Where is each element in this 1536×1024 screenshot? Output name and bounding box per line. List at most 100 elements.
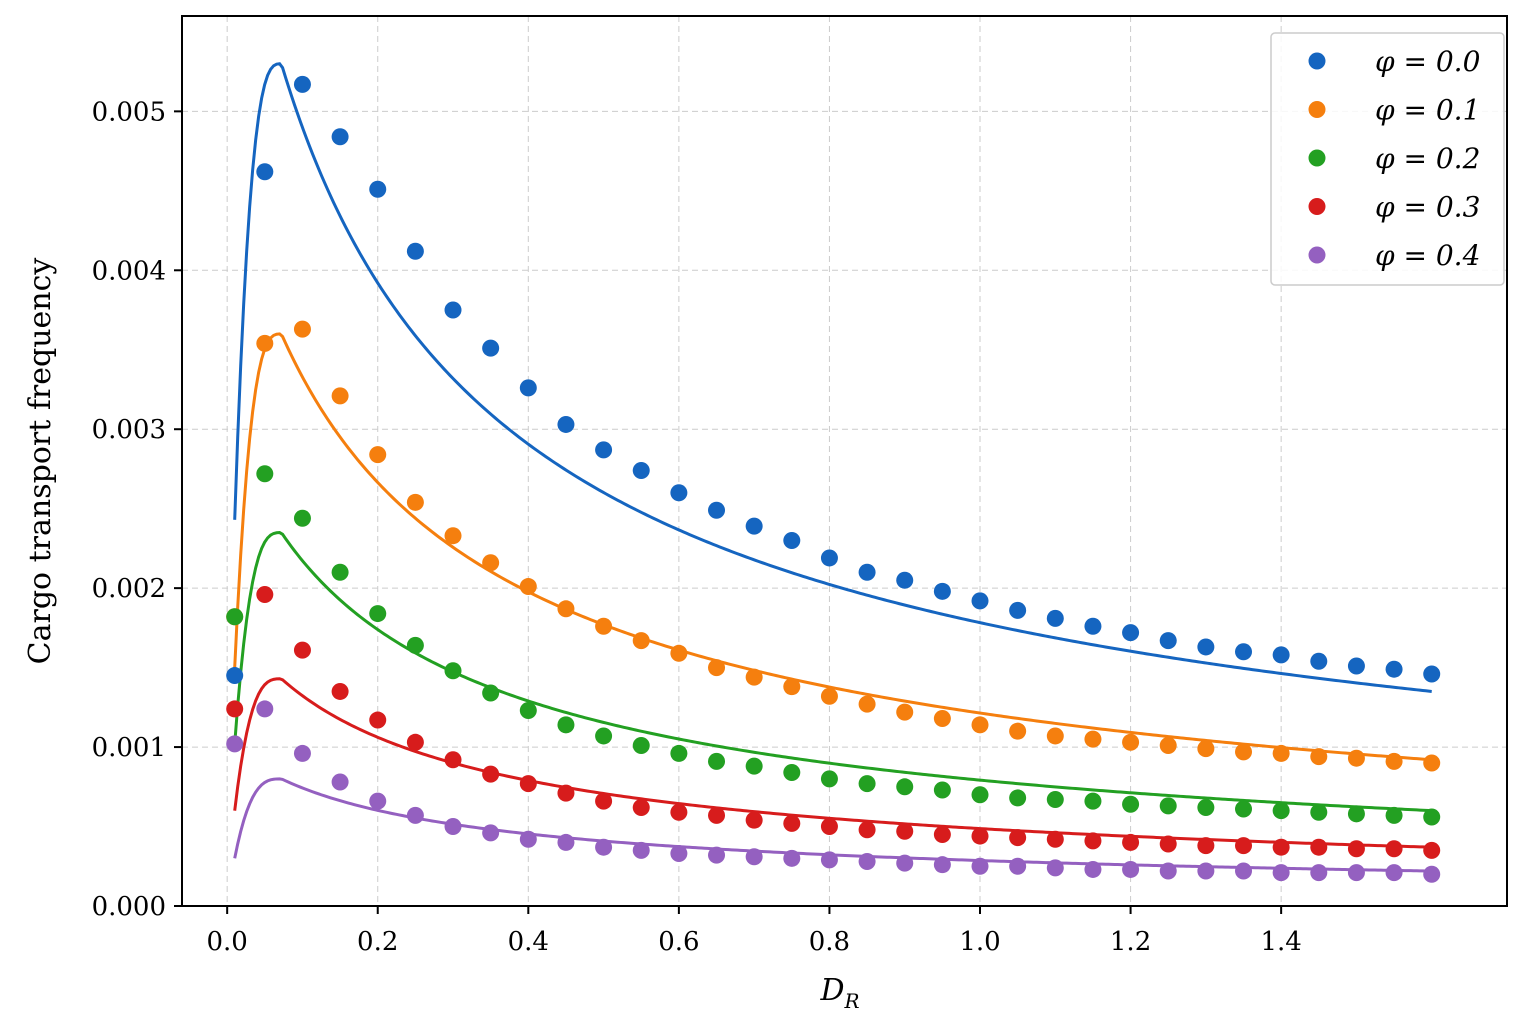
x-axis-ticks: 0.0 0.2 0.4 0.6 0.8 1.0 1.2 1.4 [206,906,1302,957]
data-point-series-2 [256,465,274,483]
data-point-series-2 [933,781,951,799]
data-point-series-2 [482,684,500,702]
series-points [226,75,1441,883]
data-point-series-1 [1159,736,1177,754]
x-tick-label: 0.8 [809,927,850,957]
data-point-series-2 [971,786,989,804]
data-point-series-2 [1235,800,1253,818]
data-point-series-1 [1084,730,1102,748]
data-point-series-1 [1385,752,1403,770]
legend-label: φ = 0.0 [1375,45,1480,78]
data-point-series-0 [1385,660,1403,678]
data-point-series-4 [745,848,763,866]
data-point-series-2 [1046,791,1064,809]
data-point-series-3 [557,784,575,802]
data-point-series-3 [1159,835,1177,853]
data-point-series-0 [745,517,763,535]
data-point-series-3 [1347,840,1365,858]
x-axis-label: DR [819,973,859,1013]
data-point-series-3 [482,765,500,783]
data-point-series-0 [444,301,462,319]
data-point-series-1 [444,527,462,545]
data-point-series-2 [670,744,688,762]
data-point-series-2 [1310,803,1328,821]
series-curve-1 [233,332,1432,762]
data-point-series-4 [331,773,349,791]
data-point-series-2 [1272,802,1290,820]
data-point-series-1 [406,493,424,511]
legend-marker [1308,101,1326,118]
legend: φ = 0.0 φ = 0.1 φ = 0.2 φ = 0.3 φ = 0.4 [1270,32,1505,286]
x-tick-label: 1.0 [959,927,1000,957]
legend-label: φ = 0.3 [1375,191,1480,224]
data-point-series-2 [858,775,876,793]
data-point-series-0 [406,242,424,260]
data-point-series-1 [595,617,613,635]
data-point-series-3 [632,798,650,816]
data-point-series-3 [820,818,838,836]
data-point-series-4 [670,845,688,863]
data-point-series-3 [708,806,726,824]
data-point-series-1 [1310,748,1328,766]
data-point-series-3 [745,811,763,829]
legend-label: φ = 0.4 [1375,239,1480,272]
data-point-series-3 [1272,838,1290,856]
data-point-series-0 [595,441,613,459]
data-point-series-1 [632,632,650,650]
data-point-series-0 [1310,652,1328,670]
data-point-series-1 [293,320,311,338]
data-point-series-3 [595,792,613,810]
data-point-series-3 [933,825,951,843]
series-curve-3 [233,677,1432,849]
y-axis-label: Cargo transport frequency [23,258,58,665]
data-point-series-4 [708,846,726,864]
x-tick-label: 0.4 [508,927,549,957]
data-point-series-0 [256,163,274,181]
data-point-series-2 [369,605,387,623]
data-point-series-2 [1009,789,1027,807]
series-curve-2 [233,531,1432,813]
data-point-series-4 [369,792,387,810]
data-point-series-1 [670,644,688,662]
data-point-series-0 [1272,646,1290,664]
data-point-series-4 [293,744,311,762]
data-point-series-4 [256,700,274,718]
data-point-series-2 [406,636,424,654]
data-point-series-1 [971,716,989,734]
data-point-series-2 [1347,805,1365,823]
data-point-series-4 [557,833,575,851]
data-point-series-0 [1347,657,1365,675]
data-point-series-4 [1235,862,1253,880]
data-point-series-0 [708,501,726,519]
x-tick-label: 0.6 [658,927,699,957]
data-point-series-1 [519,578,537,596]
data-point-series-1 [1122,733,1140,751]
x-tick-label: 0.2 [357,927,398,957]
data-point-series-3 [1197,837,1215,855]
data-point-series-1 [1235,743,1253,761]
data-point-series-3 [406,733,424,751]
data-point-series-1 [783,678,801,696]
data-point-series-1 [933,709,951,727]
data-point-series-0 [293,75,311,93]
data-point-series-0 [557,415,575,433]
data-point-series-3 [783,814,801,832]
data-point-series-3 [1310,838,1328,856]
data-point-series-3 [1385,840,1403,858]
data-point-series-2 [1385,806,1403,824]
data-point-series-0 [632,462,650,480]
data-point-series-0 [670,484,688,502]
data-point-series-3 [858,821,876,839]
data-point-series-0 [896,571,914,589]
data-point-series-2 [331,563,349,581]
data-point-series-4 [1197,862,1215,880]
plot-frame [181,15,1508,907]
data-point-series-4 [1385,864,1403,882]
legend-label: φ = 0.2 [1375,142,1480,175]
data-point-series-1 [820,687,838,705]
data-point-series-0 [1009,601,1027,619]
data-point-series-4 [971,857,989,875]
data-point-series-0 [369,180,387,198]
data-point-series-0 [1084,617,1102,635]
data-point-series-3 [1084,832,1102,850]
